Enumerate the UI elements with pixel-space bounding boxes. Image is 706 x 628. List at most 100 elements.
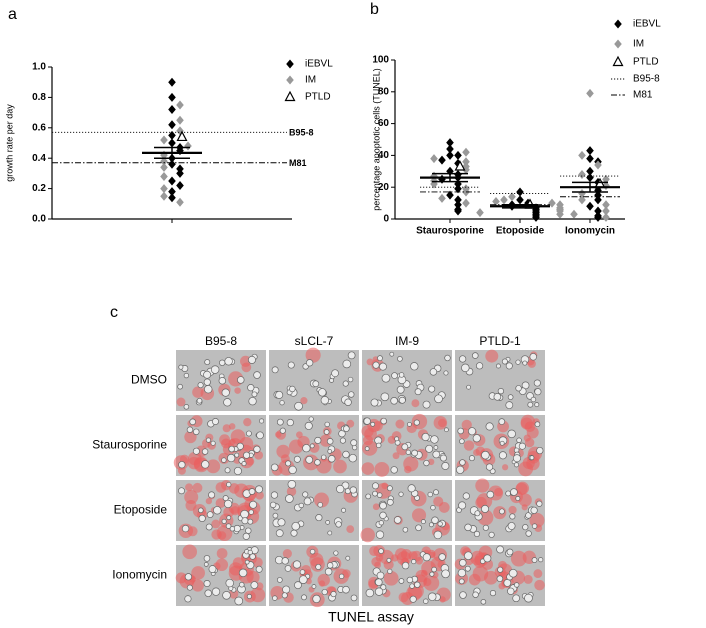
- red-signal: [191, 566, 205, 580]
- cell: [342, 585, 350, 594]
- red-signal: [523, 434, 531, 442]
- cell: [497, 387, 505, 395]
- cell: [205, 523, 213, 531]
- red-signal: [524, 421, 536, 433]
- cell: [372, 482, 379, 490]
- red-signal: [255, 491, 264, 500]
- cell: [468, 427, 477, 436]
- cell: [223, 499, 233, 509]
- cell: [533, 379, 541, 387]
- cell: [285, 494, 294, 503]
- cell: [255, 565, 263, 573]
- cell: [534, 402, 540, 408]
- red-signal: [243, 418, 252, 427]
- error-bar: [432, 172, 468, 183]
- micrograph: [175, 544, 266, 606]
- cell: [507, 429, 516, 439]
- cell: [251, 391, 258, 398]
- cell: [271, 366, 279, 374]
- cell: [225, 578, 234, 588]
- red-signal: [510, 550, 527, 567]
- cell: [471, 352, 479, 359]
- cell: [224, 467, 231, 474]
- red-signal: [228, 565, 245, 581]
- column-header: sLCL-7: [295, 334, 334, 348]
- cell: [222, 495, 229, 502]
- cell: [324, 567, 333, 576]
- cell: [507, 394, 514, 400]
- red-signal: [369, 545, 380, 557]
- red-signal: [216, 548, 228, 559]
- cell: [438, 553, 446, 561]
- cell: [290, 529, 298, 537]
- cell: [302, 444, 311, 453]
- cell: [376, 442, 382, 449]
- cell: [394, 436, 400, 442]
- red-signal: [192, 386, 204, 398]
- error-bar: [572, 181, 608, 193]
- red-signal: [439, 596, 446, 603]
- cell: [227, 453, 236, 463]
- cell: [204, 385, 213, 394]
- y-tick-label: 0.0: [32, 214, 46, 225]
- cell: [372, 490, 378, 497]
- red-signal: [527, 359, 536, 368]
- cell: [347, 376, 354, 383]
- cell: [318, 388, 327, 397]
- cell: [253, 371, 261, 379]
- data-point: [594, 206, 602, 216]
- cell: [444, 427, 449, 433]
- legend-label: M81: [633, 90, 653, 101]
- cell: [425, 444, 434, 453]
- cell: [423, 598, 429, 604]
- red-signal: [502, 464, 509, 471]
- cell: [243, 451, 251, 459]
- cell: [192, 428, 200, 436]
- cell: [430, 435, 439, 444]
- cell: [534, 388, 542, 396]
- data-point: [602, 212, 610, 222]
- legend-label: iEBVL: [633, 19, 661, 30]
- cell: [289, 385, 296, 393]
- cell: [433, 445, 439, 450]
- row-label: Ionomycin: [112, 568, 167, 582]
- legend-marker: [614, 39, 622, 49]
- data-point: [586, 201, 594, 211]
- cell: [536, 446, 544, 455]
- red-signal: [381, 482, 389, 490]
- cell: [178, 487, 185, 495]
- cell: [204, 589, 212, 598]
- cell: [221, 518, 227, 524]
- cell: [177, 383, 183, 390]
- red-signal: [246, 570, 260, 584]
- cell: [372, 361, 380, 369]
- cell: [211, 418, 219, 425]
- cell: [241, 461, 247, 467]
- data-point: [532, 212, 540, 222]
- cell: [201, 460, 210, 469]
- cell: [210, 440, 216, 446]
- cell: [410, 362, 419, 371]
- cell: [206, 511, 214, 518]
- cell: [238, 568, 248, 578]
- red-signal: [463, 440, 475, 451]
- cell: [480, 599, 487, 605]
- column-header: IM-9: [395, 334, 419, 348]
- cell: [495, 363, 501, 369]
- cell: [409, 595, 417, 603]
- data-point: [578, 169, 586, 179]
- cell: [430, 504, 436, 511]
- cell: [377, 355, 383, 362]
- cell: [497, 566, 504, 573]
- cell: [483, 554, 492, 563]
- panel-label: c: [110, 304, 118, 321]
- legend-label: iEBVL: [305, 59, 333, 70]
- data-point: [492, 197, 500, 207]
- cell: [389, 351, 395, 357]
- cell: [397, 356, 403, 362]
- data-point: [548, 198, 556, 208]
- cell: [516, 437, 522, 443]
- cell: [522, 360, 528, 366]
- red-signal: [318, 580, 326, 587]
- cell: [529, 455, 535, 461]
